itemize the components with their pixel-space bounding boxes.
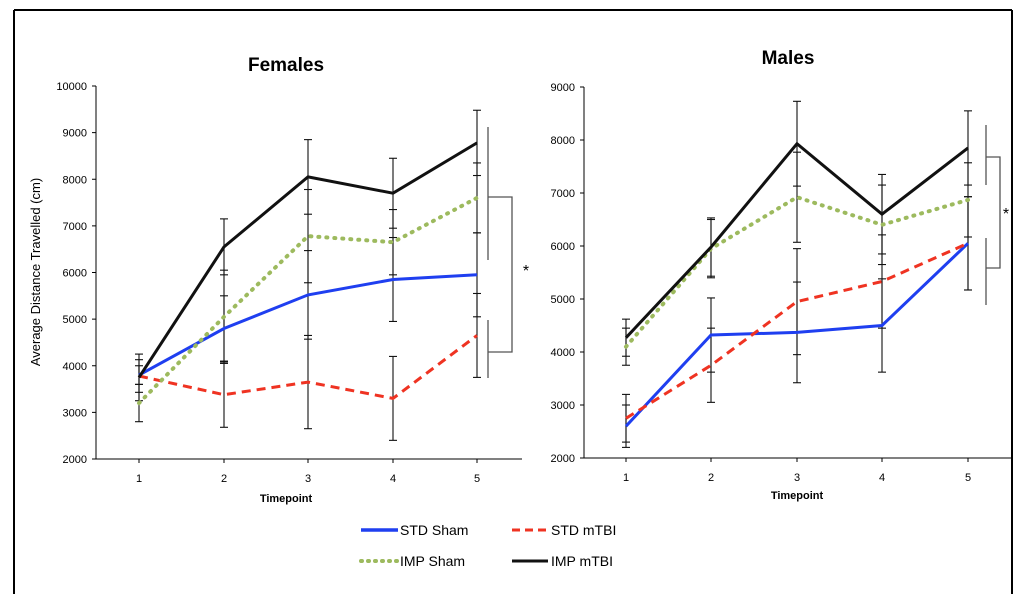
females-error-bar-imp-mtbi xyxy=(473,109,481,177)
males-x-tick-label: 5 xyxy=(965,472,971,484)
females-error-bar-std-mtbi xyxy=(220,361,228,428)
males-xlabel: Timepoint xyxy=(771,490,824,502)
males-x-tick-label: 3 xyxy=(794,472,800,484)
males-series-line-imp-mtbi xyxy=(624,141,969,339)
females-y-tick-label: 9000 xyxy=(63,128,87,140)
males-y-tick-label: 2000 xyxy=(551,453,575,465)
legend: STD Sham STD mTBI IMP Sham IMP mTBI xyxy=(359,522,616,569)
females-significance-star: * xyxy=(523,263,529,280)
males-y-tick-label: 6000 xyxy=(551,241,575,253)
females-bracket-connector xyxy=(488,196,513,353)
females-series-line-std-mtbi xyxy=(138,334,478,400)
females-y-tick-label: 6000 xyxy=(63,268,87,280)
females-xlabel: Timepoint xyxy=(260,493,313,505)
females-x-tick-label: 1 xyxy=(136,473,142,485)
males-title: Males xyxy=(762,48,815,69)
males-y-tick-label: 7000 xyxy=(551,188,575,200)
females-y-tick-label: 4000 xyxy=(63,361,87,373)
females-x-tick-label: 5 xyxy=(474,473,480,485)
females-ylabel: Average Distance Travelled (cm) xyxy=(28,178,43,366)
legend-label-imp-sham: IMP Sham xyxy=(400,553,465,569)
males-series-line-std-mtbi xyxy=(625,241,969,420)
females-y-tick-label: 10000 xyxy=(56,81,87,93)
females-significance-bracket: * xyxy=(487,127,529,378)
females-x-tick-label: 3 xyxy=(305,473,311,485)
females-y-tick-label: 8000 xyxy=(63,174,87,186)
males-y-tick-label: 8000 xyxy=(551,135,575,147)
females-series-line-imp-mtbi xyxy=(137,141,478,379)
males-series-line-imp-sham xyxy=(624,195,970,349)
females-chart: 2000 3000 4000 5000 6000 7000 8000 9000 10000 1 2 3… xyxy=(56,81,522,485)
legend-label-imp-mtbi: IMP mTBI xyxy=(551,553,613,569)
males-significance-bracket: * xyxy=(985,125,1009,305)
males-significance-star: * xyxy=(1003,206,1009,223)
males-y-tick-label: 3000 xyxy=(551,400,575,412)
males-y-tick-label: 9000 xyxy=(551,82,575,94)
legend-label-std-sham: STD Sham xyxy=(400,522,468,538)
females-title: Females xyxy=(248,55,324,76)
males-x-tick-label: 4 xyxy=(879,472,885,484)
females-y-tick-label: 5000 xyxy=(63,314,87,326)
males-x-tick-label: 2 xyxy=(708,472,714,484)
females-x-tick-label: 2 xyxy=(221,473,227,485)
males-chart: 2000 3000 4000 5000 6000 7000 8000 9000 1 2 3 4 5 xyxy=(551,82,1012,484)
males-bracket-connector xyxy=(986,156,1001,269)
males-series-line-std-sham xyxy=(624,242,970,428)
males-y-tick-label: 4000 xyxy=(551,347,575,359)
females-series-line-imp-sham xyxy=(137,195,479,406)
males-x-tick-label: 1 xyxy=(623,472,629,484)
females-y-tick-label: 3000 xyxy=(63,407,87,419)
females-y-tick-label: 2000 xyxy=(63,454,87,466)
males-error-bar-std-mtbi xyxy=(793,248,801,356)
females-y-tick-label: 7000 xyxy=(63,221,87,233)
legend-label-std-mtbi: STD mTBI xyxy=(551,522,616,538)
males-error-bar-std-mtbi xyxy=(707,327,715,403)
males-y-tick-label: 5000 xyxy=(551,294,575,306)
females-x-tick-label: 4 xyxy=(390,473,396,485)
